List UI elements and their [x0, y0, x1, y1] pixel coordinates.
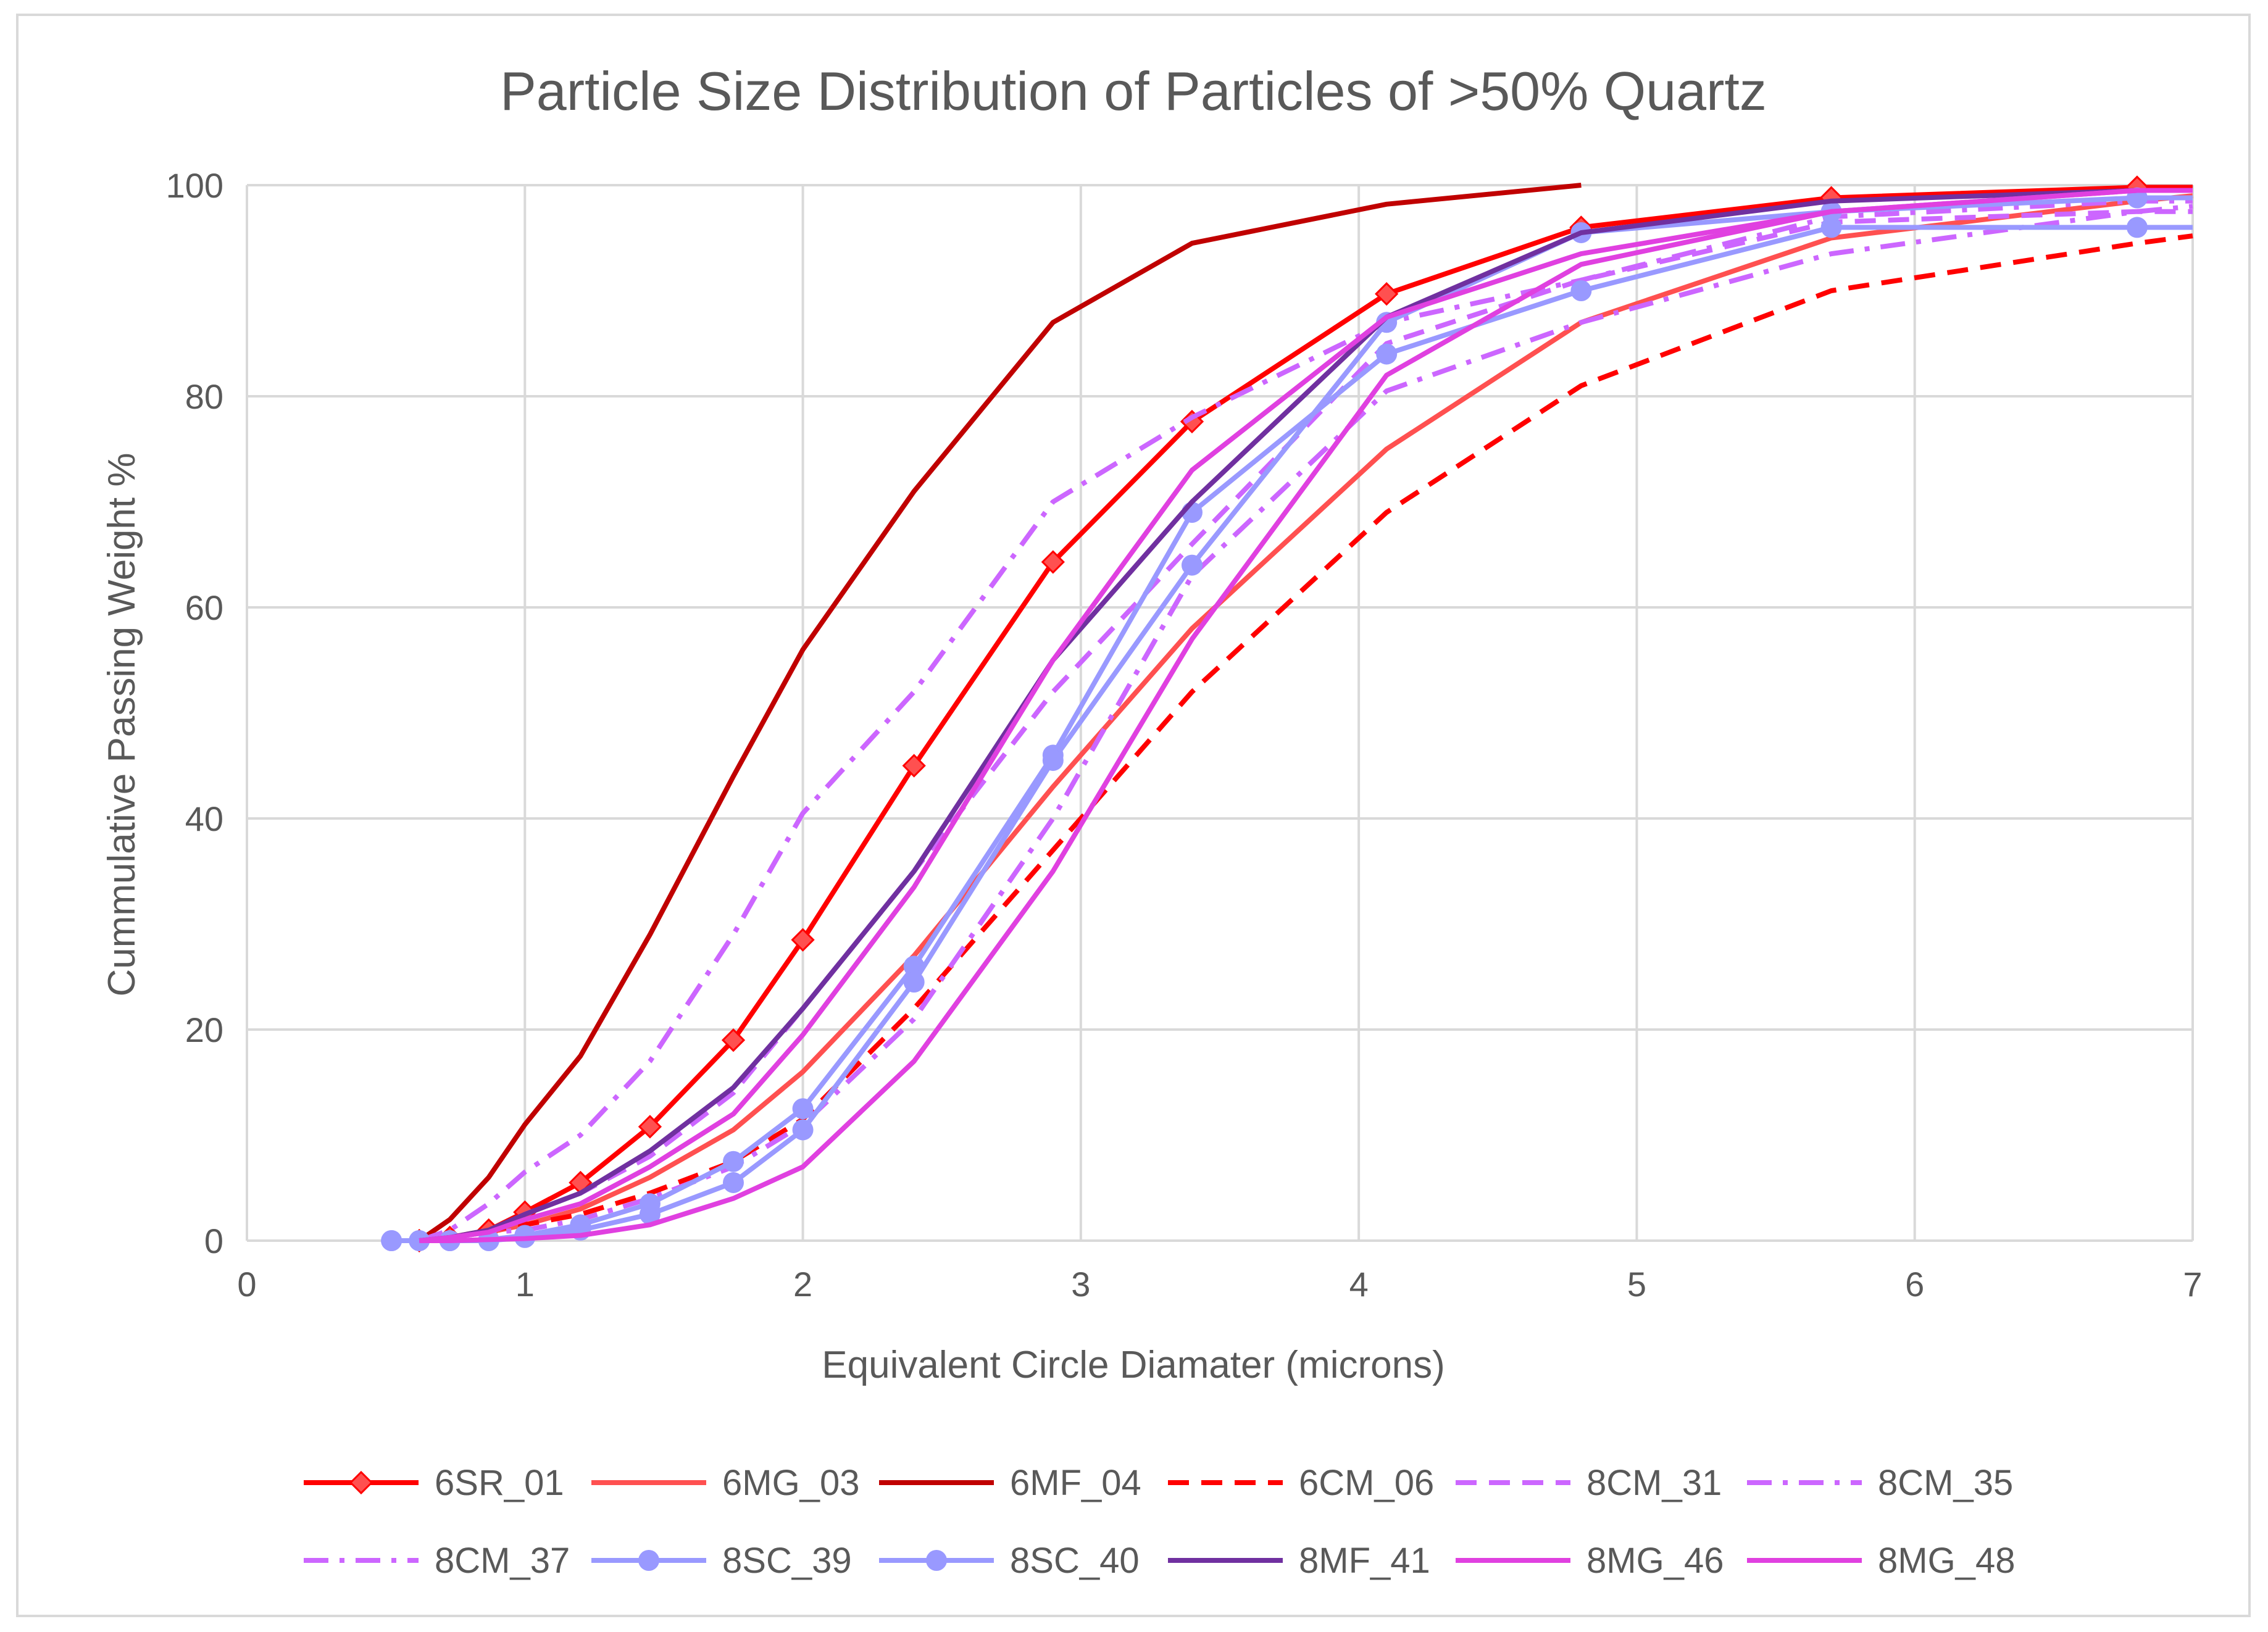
- legend-label: 8MG_48: [1878, 1541, 2015, 1581]
- series-line-8MG_46: [419, 188, 2193, 1243]
- legend-label: 6MF_04: [1010, 1463, 1141, 1503]
- series-line-8CM_37: [418, 198, 2193, 1243]
- x-tick-label: 3: [1071, 1265, 1090, 1304]
- series-8MG_46: [419, 188, 2193, 1243]
- x-tick-label: 2: [793, 1265, 812, 1304]
- series-line-8CM_35: [419, 204, 2193, 1243]
- legend-item-6CM_06: 6CM_06: [1168, 1463, 1434, 1503]
- x-tick-label: 7: [2183, 1265, 2202, 1304]
- plot-area: [381, 175, 2193, 1253]
- data-point-6SR_01: [721, 1028, 746, 1052]
- legend-item-6MG_03: 6MG_03: [591, 1463, 859, 1503]
- legend: 6SR_01 6MG_03 6MF_04 6CM_06 8CM_31 8CM_35 8CM_…: [304, 1463, 2015, 1581]
- y-tick-label: 80: [185, 377, 223, 416]
- series-6MF_04: [417, 183, 1582, 1243]
- x-tick-label: 0: [237, 1265, 256, 1304]
- data-point-6SR_01: [791, 928, 815, 952]
- series-6CM_06: [419, 233, 2193, 1243]
- data-point-8SC_40: [792, 1119, 814, 1141]
- legend-label: 8SC_39: [722, 1541, 852, 1581]
- data-point-6SR_01: [902, 754, 926, 778]
- chart-title: Particle Size Distribution of Particles …: [500, 60, 1767, 122]
- series-line-6CM_06: [419, 233, 2193, 1243]
- data-point-8SC_39: [1820, 217, 1842, 238]
- series-line-6SR_01: [419, 185, 2193, 1243]
- legend-item-8CM_35: 8CM_35: [1747, 1463, 2013, 1503]
- y-axis-title: Cummulative Passing Weight %: [101, 453, 143, 997]
- legend-marker: [349, 1470, 373, 1495]
- legend-item-8MG_46: 8MG_46: [1456, 1541, 1724, 1581]
- data-point-8SC_40: [639, 1204, 661, 1225]
- y-tick-label: 0: [204, 1222, 223, 1260]
- series-8MG_48: [419, 188, 2193, 1243]
- legend-item-8SC_40: 8SC_40: [879, 1541, 1140, 1581]
- series-line-8MG_48: [419, 188, 2193, 1243]
- legend-item-8SC_39: 8SC_39: [591, 1541, 852, 1581]
- legend-label: 8CM_37: [435, 1541, 570, 1581]
- data-point-8SC_40: [723, 1172, 744, 1193]
- x-tick-label: 1: [515, 1265, 535, 1304]
- legend-marker: [638, 1550, 659, 1571]
- legend-label: 8CM_35: [1878, 1463, 2013, 1503]
- y-tick-label: 60: [185, 588, 223, 627]
- y-tick-label: 40: [185, 799, 223, 838]
- series-line-8MF_41: [419, 188, 2193, 1243]
- chart-frame: Particle Size Distribution of Particles …: [16, 14, 2251, 1617]
- series-6MG_03: [419, 193, 2193, 1243]
- data-point-8SC_40: [409, 1230, 430, 1251]
- legend-label: 8CM_31: [1586, 1463, 1722, 1503]
- legend-label: 6MG_03: [722, 1463, 859, 1503]
- series-6SR_01: [407, 175, 2193, 1253]
- tick-labels: 0 20 40 60 80 100 0 1 2 3 4 5 6 7: [166, 166, 2203, 1304]
- legend-label: 6SR_01: [435, 1463, 564, 1503]
- data-point-8SC_39: [723, 1151, 744, 1172]
- series-line-6MG_03: [419, 193, 2193, 1243]
- data-point-6SR_01: [1375, 282, 1399, 306]
- grid-lines: [246, 184, 2194, 1242]
- x-tick-label: 5: [1627, 1265, 1646, 1304]
- series-line-8SC_39: [391, 225, 2193, 1243]
- chart-svg: Particle Size Distribution of Particles …: [101, 60, 2203, 1581]
- x-axis-title: Equivalent Circle Diamater (microns): [822, 1344, 1445, 1386]
- data-point-6SR_01: [638, 1115, 662, 1139]
- legend-label: 8MF_41: [1299, 1541, 1430, 1581]
- legend-label: 8MG_46: [1586, 1541, 1724, 1581]
- y-tick-label: 100: [166, 166, 223, 205]
- legend-label: 8SC_40: [1010, 1541, 1140, 1581]
- legend-item-6SR_01: 6SR_01: [304, 1463, 564, 1503]
- x-tick-label: 6: [1905, 1265, 1924, 1304]
- data-point-8SC_40: [903, 972, 925, 993]
- series-8CM_31: [419, 209, 2193, 1243]
- x-tick-label: 4: [1349, 1265, 1369, 1304]
- data-point-8SC_40: [381, 1230, 402, 1251]
- series-8CM_37: [418, 198, 2193, 1243]
- data-point-6SR_01: [1041, 550, 1065, 574]
- series-8MF_41: [419, 188, 2193, 1243]
- legend-marker: [926, 1550, 947, 1571]
- legend-item-8CM_37: 8CM_37: [304, 1541, 570, 1581]
- series-line-8CM_31: [419, 209, 2193, 1243]
- legend-item-8CM_31: 8CM_31: [1456, 1463, 1722, 1503]
- data-point-8SC_39: [1376, 343, 1398, 365]
- legend-item-6MF_04: 6MF_04: [879, 1463, 1141, 1503]
- data-point-8SC_40: [1181, 554, 1203, 576]
- legend-item-8MF_41: 8MF_41: [1168, 1541, 1430, 1581]
- legend-item-8MG_48: 8MG_48: [1747, 1541, 2015, 1581]
- data-point-8SC_39: [1570, 280, 1592, 301]
- data-point-8SC_40: [1042, 749, 1064, 771]
- series-8SC_40: [381, 187, 2193, 1251]
- y-tick-label: 20: [185, 1010, 223, 1049]
- series-line-6MF_04: [417, 183, 1582, 1243]
- data-point-8SC_39: [792, 1098, 814, 1120]
- data-point-8SC_39: [2126, 217, 2148, 238]
- legend-label: 6CM_06: [1299, 1463, 1434, 1503]
- series-8CM_35: [419, 204, 2193, 1243]
